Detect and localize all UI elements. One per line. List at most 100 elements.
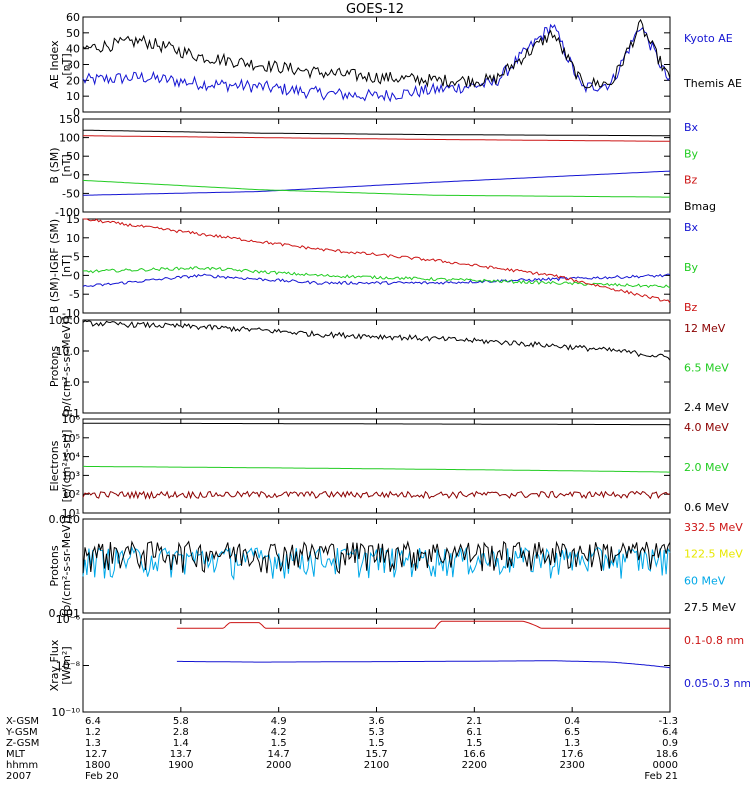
panel-2: -100 -50 0 50 100 150 B (SM) [nT] Bx By Bz Bmag: [48, 113, 716, 219]
y-axis-label: [p/(cm²-s-sr-MeV)]: [60, 516, 73, 616]
series-line: [83, 422, 670, 426]
legend-label: Bz: [684, 174, 698, 187]
y-tick-label: 150: [59, 113, 80, 126]
series-line: [82, 179, 670, 198]
series-line: [82, 540, 671, 575]
y-axis-label: B (SM)-IGRF (SM): [48, 219, 61, 313]
table-cell: 2.8: [173, 727, 189, 738]
panel-frame: [82, 618, 671, 713]
legend-label: 6.5 MeV: [684, 362, 729, 375]
series-line: [82, 135, 670, 142]
legend-label: Bz: [684, 301, 698, 314]
legend-label: By: [684, 147, 699, 160]
table-cell: 1.3: [564, 738, 580, 749]
y-tick-label: -50: [62, 187, 80, 200]
y-axis-label: B (SM): [48, 147, 61, 183]
panel-7: 10⁻¹⁰ 10⁻⁸ 10⁻⁶ Xray Flux [W/m²] 0.1-0.8 nm 0.…: [48, 613, 750, 719]
table-row-label: Z-GSM: [6, 738, 39, 749]
y-axis-label: Electrons: [48, 440, 61, 491]
table-cell: 12.7: [85, 749, 107, 760]
panel-frame: [82, 319, 671, 414]
y-tick-label: 0: [73, 269, 80, 282]
y-tick-label: 10: [66, 232, 80, 245]
y-axis-label: AE Index: [48, 40, 61, 89]
y-tick-label: -100: [55, 206, 80, 219]
table-cell: 1.5: [466, 738, 482, 749]
legend-label: 12 MeV: [684, 322, 726, 335]
panel-frame: [82, 218, 671, 314]
table-cell: 2.1: [466, 716, 482, 727]
table-cell: 6.4: [662, 727, 678, 738]
y-tick-label: 10⁻⁶: [56, 613, 81, 626]
legend-label: 0.6 MeV: [684, 501, 729, 514]
panel-frame: [82, 518, 671, 614]
panel-5: 10¹ 10² 10³ 10⁴ 10⁵ 10⁶ Electrons [e/(cm²-s-sr)…: [48, 413, 729, 520]
panel-6: 0.001 0.010 Protons [p/(cm²-s-sr-MeV)] 332.5…: [48, 513, 743, 620]
table-cell: 0000: [653, 760, 678, 771]
legend-label: 0.05-0.3 nm: [684, 677, 750, 690]
series-line: [82, 490, 671, 500]
series-line: [83, 266, 671, 289]
y-tick-label: 20: [66, 74, 80, 87]
chart-title: GOES-12: [346, 2, 404, 17]
legend-label: 27.5 MeV: [684, 601, 736, 614]
series-line: [82, 273, 671, 288]
table-cell: 3.6: [369, 716, 385, 727]
y-tick-label: 15: [66, 213, 80, 226]
y-tick-label: -5: [69, 288, 80, 301]
series-line: [83, 129, 670, 137]
table-row-label: MLT: [6, 749, 26, 760]
table-cell: 6.5: [564, 727, 580, 738]
table-cell: 1.5: [271, 738, 287, 749]
y-tick-label: 10⁴: [62, 451, 81, 464]
table-cell: 2300: [559, 760, 584, 771]
series-line: [82, 23, 671, 103]
legend-label: By: [684, 261, 699, 274]
y-axis-label: [W/m²]: [60, 646, 73, 684]
table-cell: 4.2: [271, 727, 287, 738]
y-axis-label: [p/(cm²-s-sr-MeV)]: [60, 317, 73, 417]
y-tick-label: 100: [59, 132, 80, 145]
y-axis-label: [nT]: [60, 154, 73, 176]
table-cell: 1.5: [369, 738, 385, 749]
series-line: [176, 620, 670, 629]
legend-label: Bmag: [684, 200, 716, 213]
series-line: [176, 660, 671, 669]
y-tick-label: 10: [66, 90, 80, 103]
y-tick-label: 50: [66, 150, 80, 163]
series-line: [82, 545, 671, 581]
series-line: [83, 218, 671, 304]
table-cell: 4.9: [271, 716, 287, 727]
table-cell: 0.9: [662, 738, 678, 749]
y-tick-label: 50: [66, 27, 80, 40]
legend-label: Themis AE: [683, 77, 742, 90]
y-tick-label: 10⁻¹⁰: [51, 706, 80, 719]
y-tick-label: 0: [73, 106, 80, 119]
y-tick-label: 0.010: [49, 513, 81, 526]
legend-label: 122.5 MeV: [684, 548, 743, 561]
y-axis-label: [e/(cm²-s-sr)]: [60, 430, 73, 503]
legend-label: Bx: [684, 221, 699, 234]
y-axis-label: [nT]: [60, 53, 73, 75]
table-cell: -1.3: [658, 716, 678, 727]
series-line: [83, 465, 670, 473]
y-tick-label: 0.001: [49, 607, 81, 620]
series-line: [82, 320, 671, 361]
series-line: [82, 18, 671, 89]
table-cell: 15.7: [365, 749, 387, 760]
y-tick-label: 10³: [62, 469, 80, 482]
y-tick-label: 0.1: [63, 407, 81, 420]
table-cell: 1.3: [85, 738, 101, 749]
panel-4: 0.1 1.0 10.0 100.0 Protons [p/(cm²-s-sr-MeV)]…: [48, 314, 729, 420]
series-line: [82, 170, 671, 196]
panel-frame: [82, 16, 671, 113]
y-axis-label: Xray Flux: [48, 639, 61, 691]
bottom-table: X-GSM 6.4 5.8 4.9 3.6 2.1 0.4 -1.3 Y-GSM 1.2 2.8 4.…: [5, 716, 678, 782]
table-cell: 14.7: [268, 749, 290, 760]
y-tick-label: 10⁵: [62, 432, 80, 445]
y-tick-label: 10⁶: [62, 413, 81, 426]
table-row-label: 2007: [6, 771, 31, 782]
table-cell: Feb 21: [644, 771, 678, 782]
y-tick-label: 10⁻⁸: [56, 660, 81, 673]
